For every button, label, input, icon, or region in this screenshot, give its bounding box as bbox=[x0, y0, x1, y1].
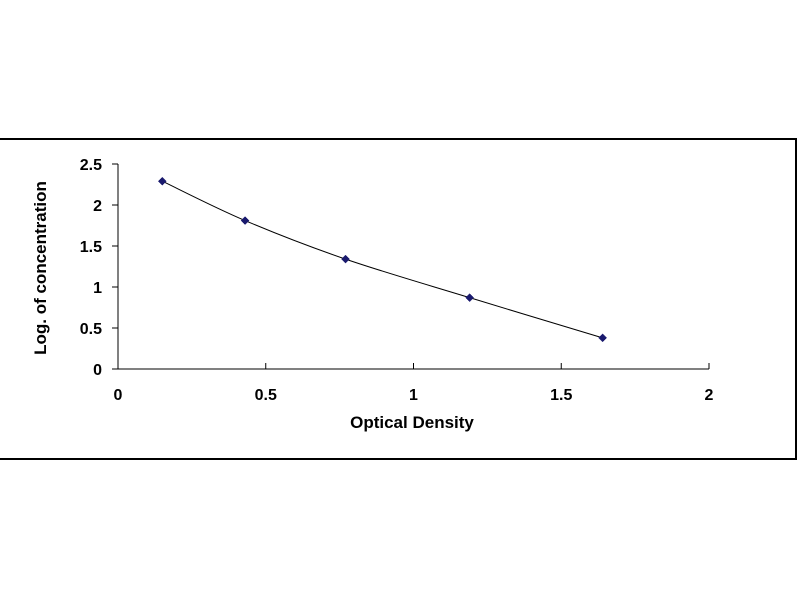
data-point bbox=[341, 254, 350, 264]
x-tick-label: 1.5 bbox=[550, 387, 572, 404]
chart-ticks: 0 0.5 1 1.5 2 0 0.5 1 1.5 2 2.5 bbox=[80, 157, 714, 404]
data-point bbox=[157, 176, 167, 186]
chart-axes bbox=[117, 164, 709, 370]
y-tick-label: 2 bbox=[93, 198, 102, 215]
data-point bbox=[598, 333, 607, 343]
series-points bbox=[157, 176, 607, 343]
x-tick-label: 2 bbox=[705, 387, 714, 404]
y-axis-title: Log. of concentration bbox=[31, 181, 50, 355]
y-tick-label: 0 bbox=[93, 362, 102, 379]
x-axis-title: Optical Density bbox=[350, 413, 474, 432]
x-tick-label: 0.5 bbox=[255, 387, 277, 404]
x-tick-label: 1 bbox=[409, 387, 418, 404]
y-tick-label: 1.5 bbox=[80, 239, 102, 256]
data-point bbox=[240, 216, 250, 225]
series-line bbox=[162, 180, 603, 339]
y-tick-label: 0.5 bbox=[80, 321, 102, 338]
y-tick-label: 2.5 bbox=[80, 157, 102, 174]
x-tick-label: 0 bbox=[114, 387, 123, 404]
y-tick-label: 1 bbox=[93, 280, 102, 297]
chart-frame bbox=[0, 138, 797, 460]
data-point bbox=[465, 293, 474, 303]
